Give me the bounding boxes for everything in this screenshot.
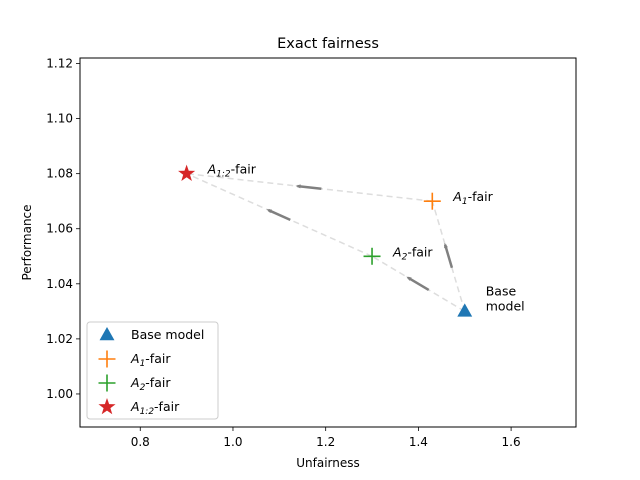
y-axis-ticks: 1.00 1.02 1.04 1.06 1.08 1.10 1.12 [46,57,80,401]
legend-marker-0 [99,327,115,341]
annotation-1-sub: 1 [462,197,468,207]
x-axis-ticks: 0.8 1.0 1.2 1.4 1.6 [131,427,521,449]
path-arrowhead-3 [266,209,272,214]
y-tick-label-6: 1.12 [46,57,73,71]
annotation-0-line-0: Base [486,283,517,298]
annotation-2-main: A [392,244,402,259]
x-tick-label-0: 0.8 [131,435,150,449]
x-axis-label: Unfairness [296,456,360,470]
legend-marker-1 [98,350,116,368]
x-tick-label-3: 1.4 [409,435,428,449]
annotation-3: A1:2-fair [207,162,257,180]
y-tick-label-2: 1.04 [46,277,73,291]
plot-markers [178,164,473,317]
x-tick-label-2: 1.2 [316,435,335,449]
legend-label-2-suffix: -fair [145,375,171,390]
plot-paths [186,172,466,312]
annotation-1-main: A [452,189,462,204]
path-arrow-1 [297,184,322,191]
y-tick-label-4: 1.08 [46,167,73,181]
legend-label-2: A2-fair [130,375,171,393]
y-axis-label: Performance [20,204,34,280]
annotation-0-line-1: model [486,298,525,313]
legend-box [86,321,219,420]
plot-frame [79,57,577,428]
y-tick-label-0: 1.00 [46,387,73,401]
annotation-1-suffix: -fair [468,189,494,204]
legend-label-3-main: A [130,399,140,414]
legend-label-3-suffix: -fair [154,399,180,414]
legend-label-1-suffix: -fair [145,351,171,366]
annotation-2: A2-fair [392,244,433,262]
annotation-2-suffix: -fair [407,244,433,259]
annotation-3-main: A [207,162,217,177]
path-arrowhead-2 [406,276,412,281]
path-arrow-3 [267,208,291,221]
annotation-1: A1-fair [452,189,493,207]
data-point-0 [457,303,473,317]
path-line-0 [431,200,466,312]
y-tick-label-3: 1.06 [46,222,73,236]
x-tick-label-4: 1.6 [502,435,521,449]
legend-label-2-main: A [130,375,140,390]
legend-label-1-main: A [130,351,140,366]
annotation-2-sub: 2 [402,252,408,262]
y-tick-label-1: 1.02 [46,332,73,346]
x-tick-label-1: 1.0 [223,435,242,449]
legend-label-3-sub: 1:2 [140,407,155,417]
y-tick-label-5: 1.10 [46,112,73,126]
legend-label-1: A1-fair [130,351,171,369]
chart-title: Exact fairness [277,36,379,52]
legend-marker-3 [98,398,116,415]
path-arrowhead-1 [295,184,301,189]
data-point-3 [178,164,196,181]
path-arrowhead-0 [444,242,448,249]
legend-label-1-sub: 1 [140,359,146,369]
legend-label-2-sub: 2 [140,383,146,393]
data-point-2 [363,247,381,265]
legend-label-0: Base model [131,327,204,342]
path-arrow-0 [443,244,454,269]
annotation-3-suffix: -fair [231,162,257,177]
path-arrow-2 [407,276,430,292]
legend-label-3: A1:2-fair [130,399,180,417]
annotation-3-sub: 1:2 [216,170,231,180]
data-point-1 [423,192,441,210]
legend-marker-2 [98,374,116,392]
